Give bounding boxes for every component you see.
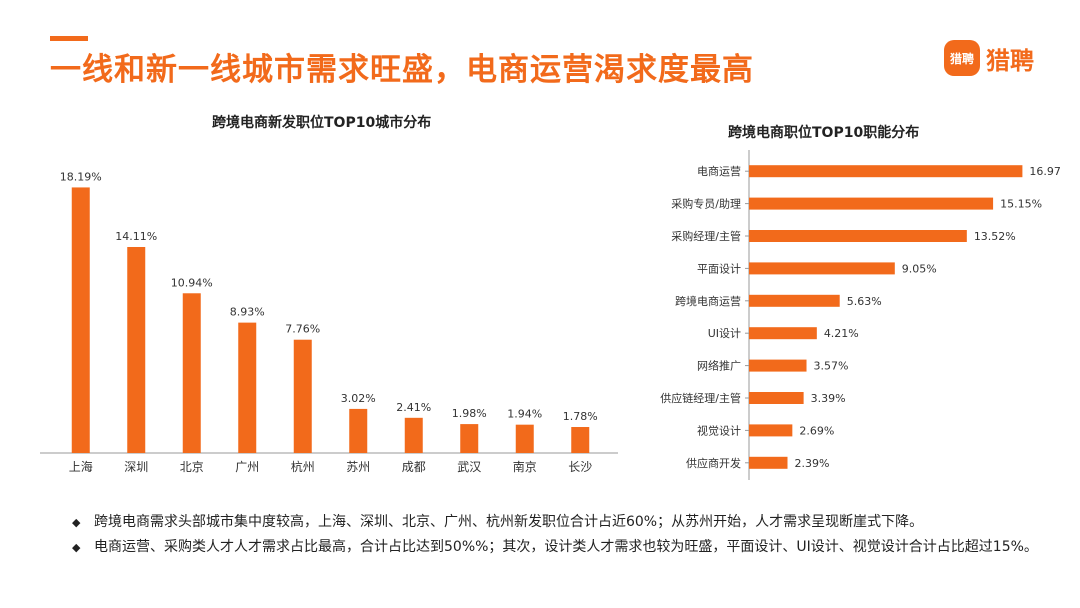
function-tick-label: 跨境电商运营 [675, 294, 741, 308]
note-item: ◆ 电商运营、采购类人才人才需求占比最高，合计占比达到50%%；其次，设计类人才… [72, 535, 1062, 560]
function-chart-title: 跨境电商职位TOP10职能分布 [728, 125, 920, 141]
city-tick-label: 广州 [235, 460, 259, 474]
function-tick-label: 采购专员/助理 [671, 197, 741, 211]
function-bar [749, 424, 793, 437]
city-value-label: 18.19% [60, 170, 102, 183]
city-bar-chart: 18.19% 上海 14.11% 深圳 10.94% 北京 8.93% 广州 7.76% 杭州 3.… [40, 170, 618, 474]
function-bar [749, 327, 817, 340]
function-tick-label: 平面设计 [697, 262, 741, 275]
diamond-bullet-icon: ◆ [72, 516, 81, 529]
city-value-label: 7.76% [285, 323, 320, 336]
function-bar [749, 262, 895, 275]
city-tick-label: 上海 [69, 459, 93, 474]
brand-logo: 猎聘 猎聘 [944, 40, 1034, 76]
city-tick-label: 杭州 [291, 459, 315, 474]
city-value-label: 1.94% [507, 408, 542, 421]
city-bar [515, 424, 534, 453]
function-value-label: 2.69% [799, 424, 834, 437]
function-tick-label: 供应商开发 [686, 456, 741, 470]
city-value-label: 3.02% [341, 392, 376, 405]
note-text: 电商运营、采购类人才人才需求占比最高，合计占比达到50%%；其次，设计类人才需求… [94, 539, 1038, 555]
function-bar [749, 197, 994, 210]
city-value-label: 1.98% [452, 407, 487, 420]
function-bar [749, 392, 804, 404]
function-bar [749, 456, 788, 469]
function-tick-label: UI设计 [708, 327, 741, 340]
city-bar [293, 339, 312, 453]
function-value-label: 3.39% [811, 392, 846, 405]
city-bar [182, 293, 201, 453]
city-bar [71, 187, 90, 453]
function-bar [749, 294, 840, 307]
function-value-label: 3.57% [814, 360, 849, 373]
city-bar [238, 322, 257, 453]
function-bar [749, 165, 1023, 178]
function-value-label: 4.21% [824, 327, 859, 340]
city-tick-label: 长沙 [568, 460, 592, 474]
function-value-label: 2.39% [795, 457, 830, 470]
function-tick-label: 供应链经理/主管 [660, 391, 741, 405]
city-value-label: 14.11% [115, 230, 157, 243]
city-tick-label: 苏州 [346, 460, 370, 474]
function-tick-label: 采购经理/主管 [671, 229, 741, 243]
city-tick-label: 南京 [513, 459, 537, 474]
city-chart-title: 跨境电商新发职位TOP10城市分布 [212, 115, 432, 131]
function-tick-label: 网络推广 [697, 359, 741, 373]
city-value-label: 1.78% [563, 410, 598, 423]
title-accent-bar [50, 36, 88, 41]
function-tick-label: 电商运营 [697, 164, 741, 178]
city-tick-label: 成都 [402, 460, 426, 474]
diamond-bullet-icon: ◆ [72, 541, 81, 554]
function-value-label: 15.15% [1000, 198, 1042, 211]
city-value-label: 2.41% [396, 401, 431, 414]
notes-list: ◆ 跨境电商需求头部城市集中度较高，上海、深圳、北京、广州、杭州新发职位合计占近… [72, 510, 1062, 560]
city-bar [404, 417, 423, 453]
note-item: ◆ 跨境电商需求头部城市集中度较高，上海、深圳、北京、广州、杭州新发职位合计占近… [72, 510, 1062, 535]
note-text: 跨境电商需求头部城市集中度较高，上海、深圳、北京、广州、杭州新发职位合计占近60… [94, 514, 924, 530]
logo-badge-icon: 猎聘 [944, 40, 980, 76]
function-bar [749, 359, 807, 372]
function-value-label: 13.52% [974, 230, 1016, 243]
function-value-label: 9.05% [902, 262, 937, 275]
function-bar-chart: 16.97% 电商运营 15.15% 采购专员/助理 13.52% 采购经理/主管 9.05… [660, 150, 1060, 480]
city-bar [127, 246, 146, 453]
function-bar [749, 230, 967, 242]
city-value-label: 8.93% [230, 306, 265, 319]
city-value-label: 10.94% [171, 276, 213, 289]
city-bar [349, 408, 368, 453]
city-bar [460, 424, 479, 453]
city-tick-label: 北京 [180, 460, 204, 474]
city-tick-label: 武汉 [457, 460, 481, 474]
function-value-label: 5.63% [847, 295, 882, 308]
function-value-label: 16.97% [1029, 165, 1060, 178]
logo-text: 猎聘 [986, 46, 1034, 75]
city-tick-label: 深圳 [124, 460, 148, 474]
city-bar [571, 427, 590, 453]
function-tick-label: 视觉设计 [697, 423, 741, 437]
page-title: 一线和新一线城市需求旺盛，电商运营渴求度最高 [50, 52, 754, 88]
